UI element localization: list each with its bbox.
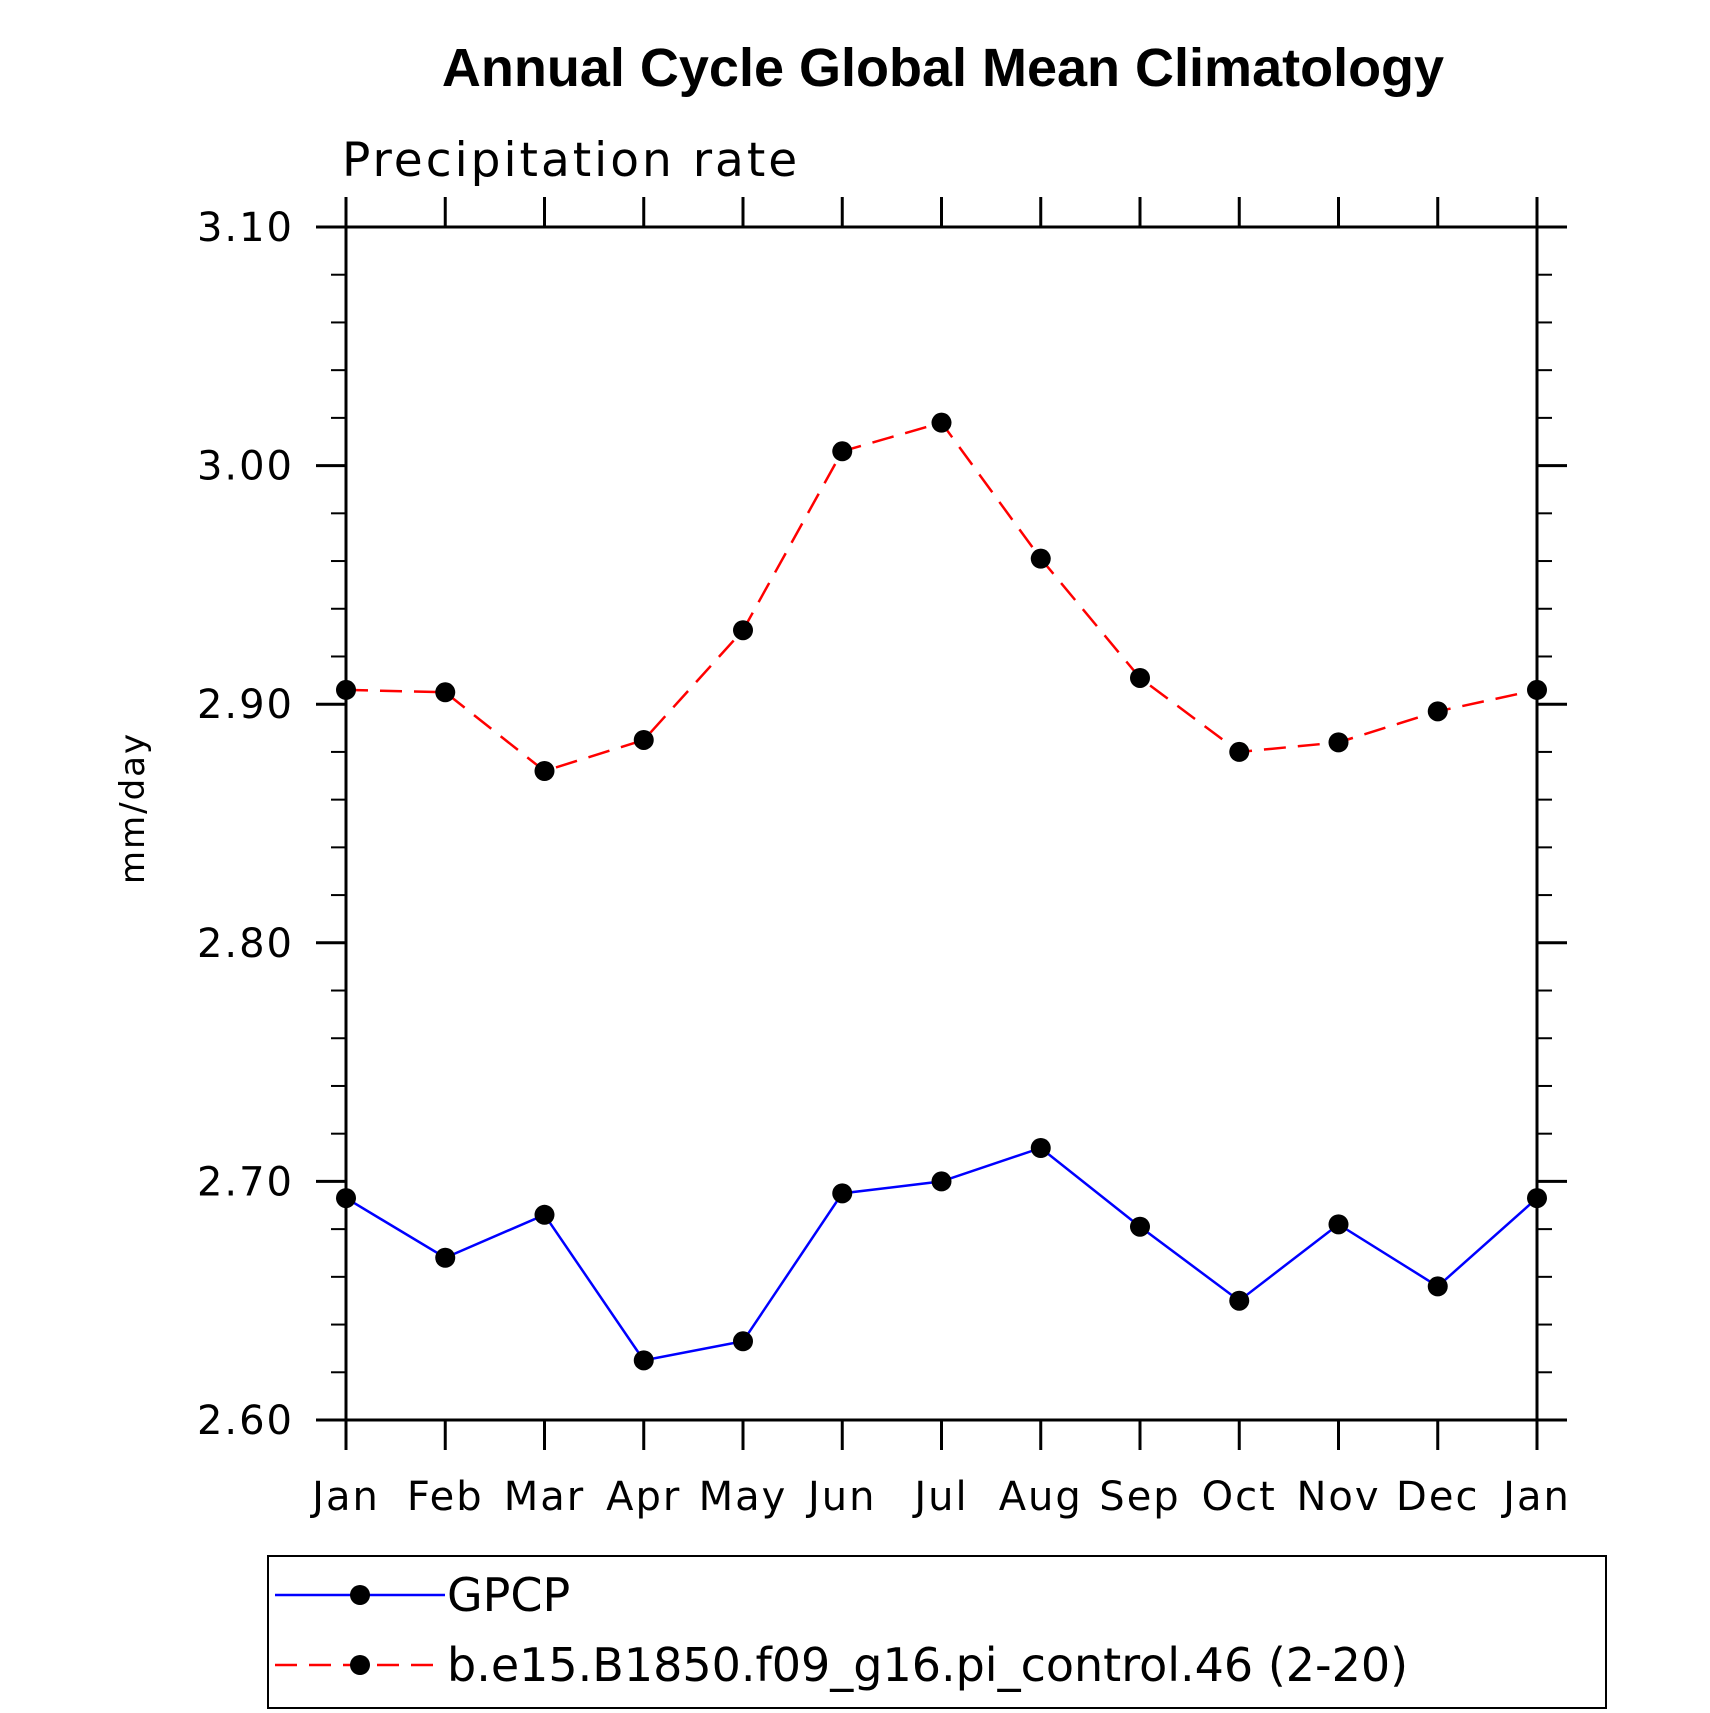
chart-title: Annual Cycle Global Mean Climatology (442, 38, 1444, 98)
x-tick-label: Dec (1396, 1474, 1479, 1520)
x-tick-label: Feb (407, 1474, 484, 1520)
data-point-model (733, 620, 753, 641)
data-point-gpcp (931, 1171, 952, 1192)
x-axis-ticks: Jan Feb Mar Apr May Jun Jul Aug Sep Oct Nov Dec Jan (309, 197, 1571, 1520)
x-tick-label: Oct (1202, 1474, 1277, 1520)
data-point-model (1030, 548, 1051, 569)
x-tick-label: Jun (805, 1474, 877, 1520)
data-point-gpcp (1030, 1137, 1051, 1158)
x-tick-label: Nov (1296, 1474, 1380, 1520)
data-point-model (1527, 679, 1547, 700)
series-line-model (345, 421, 1538, 773)
data-point-model (534, 761, 555, 782)
x-tick-label: May (699, 1474, 788, 1520)
data-point-gpcp (534, 1204, 555, 1225)
y-tick-label: 3.10 (197, 205, 294, 251)
data-point-gpcp (832, 1183, 853, 1204)
data-point-model (832, 441, 853, 462)
x-tick-label: Apr (606, 1474, 681, 1520)
y-tick-label: 2.80 (197, 921, 294, 967)
y-axis-ticks: 2.60 2.70 2.80 2.90 3.00 3.10 (197, 205, 1567, 1444)
data-point-gpcp (1229, 1290, 1250, 1311)
plot-frame (344, 225, 1539, 1422)
data-point-model (336, 679, 356, 700)
x-tick-label: Mar (504, 1474, 585, 1520)
data-point-model (931, 412, 952, 433)
x-tick-label: Jan (1500, 1474, 1571, 1520)
data-point-gpcp (1130, 1216, 1150, 1237)
data-point-gpcp (1427, 1276, 1448, 1297)
legend-label-model: b.e15.B1850.f09_g16.pi_control.46 (2-20) (447, 1638, 1408, 1692)
data-point-gpcp (1328, 1214, 1349, 1235)
y-tick-label: 2.60 (197, 1398, 294, 1444)
x-tick-label: Jul (911, 1474, 968, 1520)
data-point-model (1130, 667, 1150, 688)
data-point-model (1427, 701, 1448, 722)
data-point-gpcp (733, 1331, 753, 1352)
data-point-model (435, 682, 456, 703)
data-point-model (1328, 732, 1349, 753)
legend-marker-gpcp (350, 1585, 370, 1605)
legend-box (267, 1555, 1607, 1709)
legend: GPCP b.e15.B1850.f09_g16.pi_control.46 (2… (267, 1555, 1607, 1709)
data-point-model (633, 729, 654, 750)
data-point-gpcp (435, 1247, 456, 1268)
y-tick-label: 2.70 (197, 1159, 294, 1205)
x-tick-label: Sep (1099, 1474, 1180, 1520)
x-tick-label: Jan (309, 1474, 380, 1520)
x-tick-label: Aug (999, 1474, 1083, 1520)
y-tick-label: 2.90 (197, 682, 294, 728)
data-point-gpcp (633, 1350, 654, 1371)
y-axis-label: mm/day (113, 732, 153, 884)
data-point-model (1229, 741, 1250, 762)
data-point-gpcp (336, 1188, 356, 1209)
legend-marker-model (350, 1655, 370, 1675)
data-point-gpcp (1527, 1188, 1547, 1209)
axes (344, 225, 1539, 1422)
chart-subtitle: Precipitation rate (342, 133, 800, 188)
legend-label-gpcp: GPCP (447, 1568, 570, 1622)
series-layer (336, 412, 1547, 1371)
y-tick-label: 3.00 (197, 444, 294, 490)
